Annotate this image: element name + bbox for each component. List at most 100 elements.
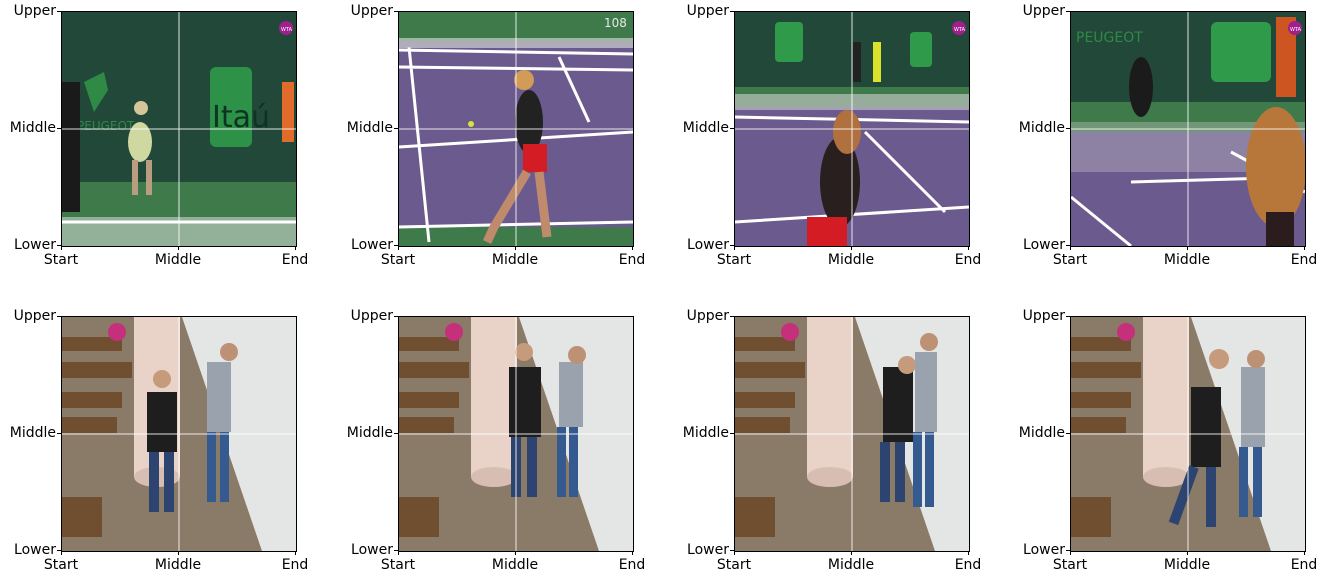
y-tick-mark bbox=[1066, 316, 1070, 317]
x-tick-mark bbox=[632, 551, 633, 555]
x-tick-label: Start bbox=[1052, 557, 1088, 573]
x-tick-label: Start bbox=[716, 557, 752, 573]
y-tick-label: Upper bbox=[1022, 308, 1065, 324]
tennis-frame-1-panel: Itaú PEUGEOT WTA bbox=[61, 11, 297, 247]
x-tick-mark bbox=[1304, 246, 1305, 250]
x-tick-label: End bbox=[618, 557, 646, 573]
x-tick-label: Middle bbox=[827, 557, 875, 573]
y-tick-mark bbox=[1066, 433, 1070, 434]
tennis-frame-3: WTA bbox=[735, 12, 969, 246]
svg-text:WTA: WTA bbox=[1290, 27, 1302, 33]
x-tick-label: Middle bbox=[1163, 557, 1211, 573]
x-tick-mark bbox=[515, 551, 516, 555]
tennis-frame-1: Itaú PEUGEOT WTA bbox=[62, 12, 296, 246]
y-tick-mark bbox=[394, 245, 398, 246]
x-tick-label: Middle bbox=[154, 252, 202, 268]
x-tick-label: End bbox=[954, 557, 982, 573]
y-tick-label: Middle bbox=[1018, 425, 1065, 441]
y-tick-mark bbox=[730, 128, 734, 129]
x-tick-mark bbox=[734, 246, 735, 250]
x-tick-mark bbox=[1304, 551, 1305, 555]
y-tick-label: Lower bbox=[687, 237, 729, 253]
y-tick-label: Upper bbox=[350, 3, 393, 19]
y-tick-mark bbox=[1066, 245, 1070, 246]
x-tick-mark bbox=[178, 246, 179, 250]
tennis-frame-4-panel: PEUGEOT WTA bbox=[1070, 11, 1306, 247]
y-tick-mark bbox=[394, 316, 398, 317]
x-tick-mark bbox=[968, 551, 969, 555]
svg-text:Itaú: Itaú bbox=[212, 100, 270, 135]
x-tick-mark bbox=[734, 551, 735, 555]
x-tick-mark bbox=[1070, 551, 1071, 555]
x-tick-label: Start bbox=[1052, 252, 1088, 268]
y-tick-label: Middle bbox=[682, 120, 729, 136]
svg-text:WTA: WTA bbox=[281, 27, 293, 33]
y-tick-label: Middle bbox=[346, 425, 393, 441]
x-tick-label: End bbox=[281, 252, 309, 268]
y-tick-mark bbox=[57, 550, 61, 551]
x-tick-label: End bbox=[618, 252, 646, 268]
y-tick-mark bbox=[730, 433, 734, 434]
x-tick-mark bbox=[398, 246, 399, 250]
fight-frame-4-panel bbox=[1070, 316, 1306, 552]
x-tick-mark bbox=[1187, 551, 1188, 555]
x-tick-label: Middle bbox=[827, 252, 875, 268]
y-tick-label: Upper bbox=[1022, 3, 1065, 19]
y-tick-label: Lower bbox=[1023, 542, 1065, 558]
y-tick-label: Lower bbox=[14, 542, 56, 558]
fight-frame-1 bbox=[62, 317, 296, 551]
svg-text:WTA: WTA bbox=[954, 27, 966, 33]
y-tick-label: Lower bbox=[351, 542, 393, 558]
tennis-frame-2-panel: 108 bbox=[398, 11, 634, 247]
tennis-frame-4: PEUGEOT WTA bbox=[1071, 12, 1305, 246]
x-tick-label: Middle bbox=[154, 557, 202, 573]
x-tick-mark bbox=[295, 246, 296, 250]
y-tick-mark bbox=[1066, 128, 1070, 129]
svg-text:108: 108 bbox=[604, 16, 627, 30]
y-tick-label: Middle bbox=[9, 425, 56, 441]
y-tick-mark bbox=[394, 128, 398, 129]
y-tick-mark bbox=[1066, 11, 1070, 12]
y-tick-label: Lower bbox=[687, 542, 729, 558]
x-tick-mark bbox=[515, 246, 516, 250]
svg-text:PEUGEOT: PEUGEOT bbox=[1076, 30, 1143, 46]
fight-frame-2 bbox=[399, 317, 633, 551]
fight-frame-3-panel bbox=[734, 316, 970, 552]
x-tick-label: Start bbox=[380, 557, 416, 573]
y-tick-label: Middle bbox=[346, 120, 393, 136]
x-tick-mark bbox=[178, 551, 179, 555]
fight-frame-2-panel bbox=[398, 316, 634, 552]
y-tick-label: Upper bbox=[686, 3, 729, 19]
x-tick-label: Start bbox=[716, 252, 752, 268]
y-tick-label: Middle bbox=[1018, 120, 1065, 136]
y-tick-mark bbox=[394, 433, 398, 434]
x-tick-label: Start bbox=[43, 557, 79, 573]
x-tick-mark bbox=[295, 551, 296, 555]
y-tick-mark bbox=[730, 550, 734, 551]
y-tick-label: Upper bbox=[13, 3, 56, 19]
x-tick-mark bbox=[632, 246, 633, 250]
tennis-frame-3-panel: WTA bbox=[734, 11, 970, 247]
y-tick-label: Upper bbox=[13, 308, 56, 324]
x-tick-label: Middle bbox=[491, 557, 539, 573]
y-tick-mark bbox=[57, 316, 61, 317]
fight-frame-4 bbox=[1071, 317, 1305, 551]
y-tick-mark bbox=[394, 550, 398, 551]
y-tick-label: Lower bbox=[351, 237, 393, 253]
x-tick-mark bbox=[61, 246, 62, 250]
y-tick-mark bbox=[730, 245, 734, 246]
x-tick-label: Middle bbox=[1163, 252, 1211, 268]
y-tick-mark bbox=[57, 11, 61, 12]
y-tick-mark bbox=[1066, 550, 1070, 551]
y-tick-label: Lower bbox=[14, 237, 56, 253]
x-tick-label: Start bbox=[380, 252, 416, 268]
y-tick-label: Middle bbox=[9, 120, 56, 136]
fight-frame-3 bbox=[735, 317, 969, 551]
fight-frame-1-panel bbox=[61, 316, 297, 552]
y-tick-mark bbox=[730, 316, 734, 317]
y-tick-label: Middle bbox=[682, 425, 729, 441]
y-tick-mark bbox=[57, 433, 61, 434]
y-tick-label: Upper bbox=[686, 308, 729, 324]
x-tick-mark bbox=[851, 246, 852, 250]
tennis-frame-2: 108 bbox=[399, 12, 633, 246]
